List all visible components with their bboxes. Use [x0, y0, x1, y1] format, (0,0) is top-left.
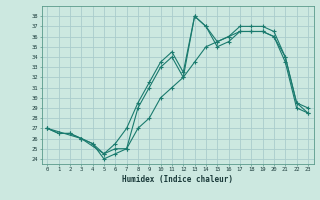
X-axis label: Humidex (Indice chaleur): Humidex (Indice chaleur) — [122, 175, 233, 184]
